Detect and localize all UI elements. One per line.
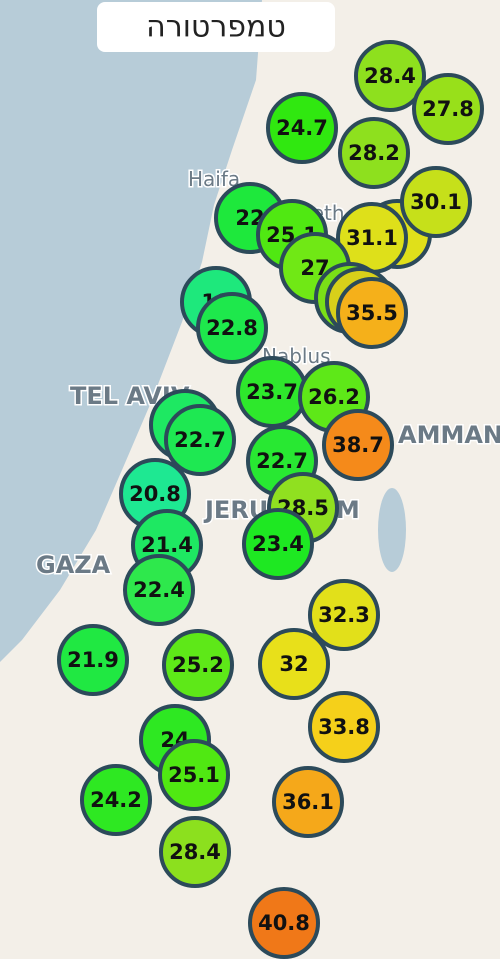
marker-label: 32	[279, 652, 308, 676]
marker: 21.9	[57, 624, 129, 696]
marker-circle	[242, 508, 314, 580]
marker: 24.2	[80, 764, 152, 836]
map-label: GAZA	[36, 551, 111, 579]
marker-circle	[322, 409, 394, 481]
marker-label: 23.4	[252, 532, 304, 556]
marker-label: 31.1	[346, 226, 398, 250]
marker-label: 24.2	[90, 788, 142, 812]
marker-circle	[248, 887, 320, 959]
title-box	[97, 2, 335, 52]
marker: 23.7	[236, 356, 308, 428]
marker-label: 22.7	[256, 449, 308, 473]
marker-label: 26.2	[308, 385, 360, 409]
marker-label: 21.9	[67, 648, 119, 672]
marker-circle	[400, 166, 472, 238]
marker-label: 40.8	[258, 911, 310, 935]
marker-label: 22.7	[174, 428, 226, 452]
marker: 28.4	[159, 816, 231, 888]
marker-circle	[80, 764, 152, 836]
marker: 28.2	[338, 117, 410, 189]
marker-label: 33.8	[318, 715, 370, 739]
marker: 25.1	[158, 739, 230, 811]
marker: 38.7	[322, 409, 394, 481]
dead-sea	[378, 488, 406, 572]
marker-label: 28.2	[348, 141, 400, 165]
marker-label: 28.4	[364, 64, 416, 88]
marker-circle	[308, 691, 380, 763]
marker: 32	[258, 628, 330, 700]
marker: 22.7	[164, 404, 236, 476]
marker: 24.7	[266, 92, 338, 164]
marker: 40.8	[248, 887, 320, 959]
marker-circle	[266, 92, 338, 164]
markers: 28.427.824.728.230.12225.131.127235.5192…	[57, 40, 484, 959]
marker-circle	[272, 766, 344, 838]
marker-circle	[258, 628, 330, 700]
marker-circle	[164, 404, 236, 476]
marker-label: 38.7	[332, 433, 384, 457]
marker: 36.1	[272, 766, 344, 838]
marker-circle	[338, 117, 410, 189]
title: טמפרטורה	[146, 10, 286, 45]
marker-circle	[196, 292, 268, 364]
sea	[0, 0, 262, 662]
marker-label: 21.4	[141, 533, 193, 557]
marker: 23.4	[242, 508, 314, 580]
marker-label: 28.4	[169, 840, 221, 864]
marker: 22.8	[196, 292, 268, 364]
marker-label: 27.8	[422, 97, 474, 121]
marker: 35.5	[336, 277, 408, 349]
marker: 30.1	[400, 166, 472, 238]
marker-label: 20.8	[129, 482, 181, 506]
marker-label: 23.7	[246, 380, 298, 404]
marker-label: 32.3	[318, 603, 370, 627]
marker-label: 22.8	[206, 316, 258, 340]
marker: 32.3	[308, 579, 380, 651]
marker-label: 22.4	[133, 578, 185, 602]
marker-label: 25.2	[172, 653, 224, 677]
marker-label: 25.1	[168, 763, 220, 787]
marker: 25.2	[162, 629, 234, 701]
marker-label: 35.5	[346, 301, 398, 325]
marker-circle	[412, 73, 484, 145]
marker-label: 24.7	[276, 116, 328, 140]
marker: 22.4	[123, 554, 195, 626]
marker-circle	[354, 40, 426, 112]
marker-label: 36.1	[282, 790, 334, 814]
marker-circle	[308, 579, 380, 651]
marker: 28.4	[354, 40, 426, 112]
marker: 33.8	[308, 691, 380, 763]
map-label: AMMAN	[398, 421, 500, 449]
marker-circle	[162, 629, 234, 701]
marker-circle	[159, 816, 231, 888]
marker-circle	[158, 739, 230, 811]
marker: 21.4	[131, 509, 203, 581]
marker-circle	[123, 554, 195, 626]
marker: 31.1	[336, 202, 408, 274]
marker-circle	[57, 624, 129, 696]
marker-circle	[336, 277, 408, 349]
marker: 27.8	[412, 73, 484, 145]
marker-label: 30.1	[410, 190, 462, 214]
